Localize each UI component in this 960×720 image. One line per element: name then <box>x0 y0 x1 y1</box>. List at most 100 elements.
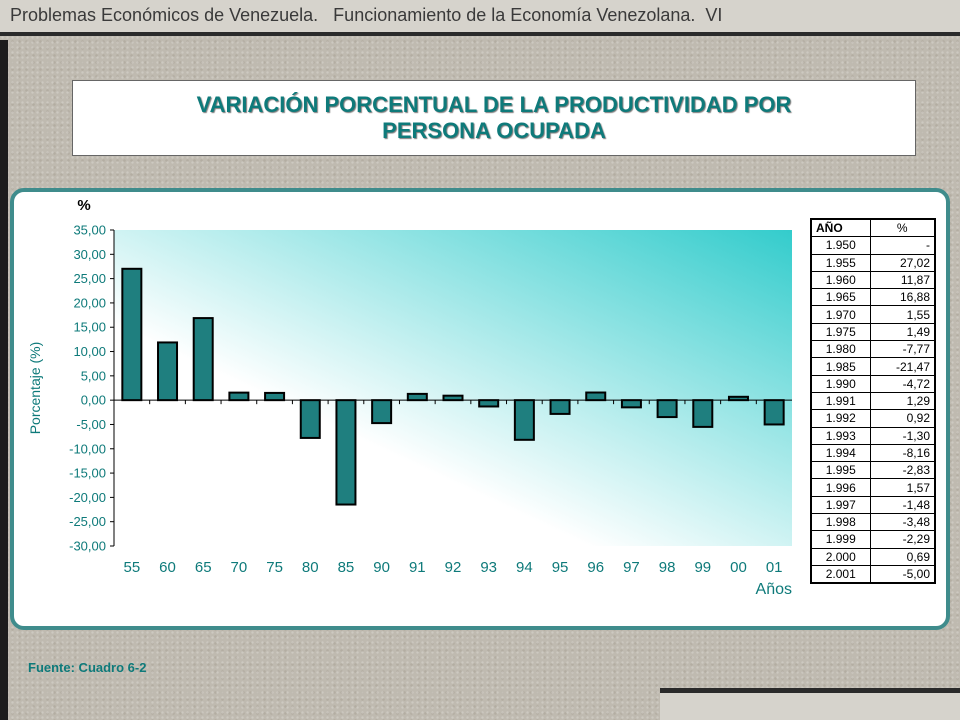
table-header-year: AÑO <box>810 218 871 238</box>
y-tick-label: -15,00 <box>69 466 106 481</box>
table-cell-year: 1.985 <box>810 357 871 376</box>
x-tick-label: 93 <box>480 559 497 576</box>
y-tick-label: -25,00 <box>69 514 106 529</box>
table-cell-year: 1.975 <box>810 322 871 342</box>
table-cell-year: 1.998 <box>810 513 871 532</box>
source-note: Fuente: Cuadro 6-2 <box>28 660 147 675</box>
bar-97 <box>620 399 642 409</box>
bar-70 <box>228 391 250 402</box>
x-axis-title: Años <box>756 581 792 598</box>
table-row: 1.950- <box>810 236 936 255</box>
table-cell-value: -2,83 <box>869 461 936 480</box>
chart-title: VARIACIÓN PORCENTUAL DE LA PRODUCTIVIDAD… <box>196 92 792 143</box>
x-tick-label: 85 <box>338 559 355 576</box>
table-row: 1.980 -7,77 <box>810 340 936 359</box>
table-row: 2.001 -5,00 <box>810 564 936 584</box>
table-row: 2.000 0,69 <box>810 547 936 566</box>
x-tick-label: 55 <box>123 559 140 576</box>
table-row: 1.955 27,02 <box>810 253 936 272</box>
y-tick-label: 30,00 <box>73 247 106 262</box>
table-cell-value: 1,55 <box>869 305 936 324</box>
bar-01 <box>763 399 785 426</box>
table-cell-year: 1.960 <box>810 270 871 290</box>
bar-65 <box>192 317 214 402</box>
table-cell-year: 2.000 <box>810 547 871 566</box>
table-cell-value: -8,16 <box>869 443 936 463</box>
table-row: 1.999 -2,29 <box>810 530 936 549</box>
chart-panel: 35,00 30,00 25,00 20,00 15,00 10,00 5,00 0,00 -5… <box>10 188 950 630</box>
table-row: 1.970 1,55 <box>810 305 936 324</box>
y-tick-label: 35,00 <box>73 223 106 238</box>
bar-90 <box>371 399 393 425</box>
table-cell-value: 1,29 <box>869 391 936 411</box>
x-tick-label: 70 <box>231 559 248 576</box>
table-cell-year: 1.995 <box>810 461 871 480</box>
table-header-percent: % <box>869 218 936 238</box>
y-tick-label: 15,00 <box>73 320 106 335</box>
x-tick-label: 75 <box>266 559 283 576</box>
y-tick-label: -5,00 <box>76 417 106 432</box>
bar-60 <box>157 341 179 402</box>
slide-header-bar: Problemas Económicos de Venezuela. Funci… <box>0 0 960 36</box>
table-cell-year: 1.993 <box>810 426 871 445</box>
table-cell-value: 16,88 <box>869 288 936 307</box>
table-cell-year: 1.994 <box>810 443 871 463</box>
table-row: 1.985 -21,47 <box>810 357 936 376</box>
table-cell-value: -1,48 <box>869 495 936 515</box>
table-row: 1.960 11,87 <box>810 270 936 290</box>
x-tick-label: 92 <box>445 559 462 576</box>
bar-55 <box>121 267 143 402</box>
table-cell-year: 1.999 <box>810 530 871 549</box>
x-tick-label: 95 <box>552 559 569 576</box>
x-tick-label: 60 <box>159 559 176 576</box>
y-tick-label: 0,00 <box>81 393 106 408</box>
table-row: 1.991 1,29 <box>810 391 936 411</box>
table-cell-value: - <box>869 236 936 255</box>
x-tick-label: 80 <box>302 559 319 576</box>
x-tick-label: 90 <box>373 559 390 576</box>
slide-header-text: Problemas Económicos de Venezuela. Funci… <box>10 5 723 25</box>
y-unit-label: % <box>77 197 90 214</box>
x-tick-label: 91 <box>409 559 426 576</box>
bar-00 <box>727 395 749 402</box>
x-tick-label: 00 <box>730 559 747 576</box>
data-table: AÑO % 1.950-1.955 27,02 1.960 11,87 1.965 16,… <box>810 218 936 585</box>
bar-99 <box>692 399 714 428</box>
table-row: 1.993 -1,30 <box>810 426 936 445</box>
table-cell-value: 0,92 <box>869 409 936 428</box>
bar-85 <box>335 399 357 506</box>
table-cell-value: -1,30 <box>869 426 936 445</box>
table-cell-value: -7,77 <box>869 340 936 359</box>
table-cell-year: 1.992 <box>810 409 871 428</box>
table-row: 1.994 -8,16 <box>810 443 936 463</box>
table-row: 1.975 1,49 <box>810 322 936 342</box>
table-cell-value: -4,72 <box>869 374 936 393</box>
bar-93 <box>478 399 500 408</box>
x-tick-label: 65 <box>195 559 212 576</box>
y-tick-label: -30,00 <box>69 539 106 554</box>
plot-area <box>114 230 792 546</box>
table-cell-year: 2.001 <box>810 564 871 584</box>
table-cell-year: 1.991 <box>810 391 871 411</box>
bar-96 <box>585 391 607 402</box>
table-cell-year: 1.965 <box>810 288 871 307</box>
bar-chart: 35,00 30,00 25,00 20,00 15,00 10,00 5,00 0,00 -5… <box>27 197 792 598</box>
table-row: 1.965 16,88 <box>810 288 936 307</box>
left-decorative-stripe <box>0 40 8 720</box>
table-cell-year: 1.990 <box>810 374 871 393</box>
bar-94 <box>513 399 535 441</box>
y-tick-label: 5,00 <box>81 368 106 383</box>
table-cell-value: 0,69 <box>869 547 936 566</box>
bar-75 <box>264 391 286 402</box>
footer-decorative-bar <box>660 688 960 720</box>
x-tick-label: 97 <box>623 559 640 576</box>
y-tick-label: 20,00 <box>73 295 106 310</box>
table-cell-value: -21,47 <box>869 357 936 376</box>
table-cell-value: 1,49 <box>869 322 936 342</box>
y-tick-label: 10,00 <box>73 344 106 359</box>
table-row: 1.996 1,57 <box>810 478 936 497</box>
x-tick-label: 99 <box>694 559 711 576</box>
table-cell-value: 11,87 <box>869 270 936 290</box>
table-cell-year: 1.996 <box>810 478 871 497</box>
table-cell-value: -5,00 <box>869 564 936 584</box>
